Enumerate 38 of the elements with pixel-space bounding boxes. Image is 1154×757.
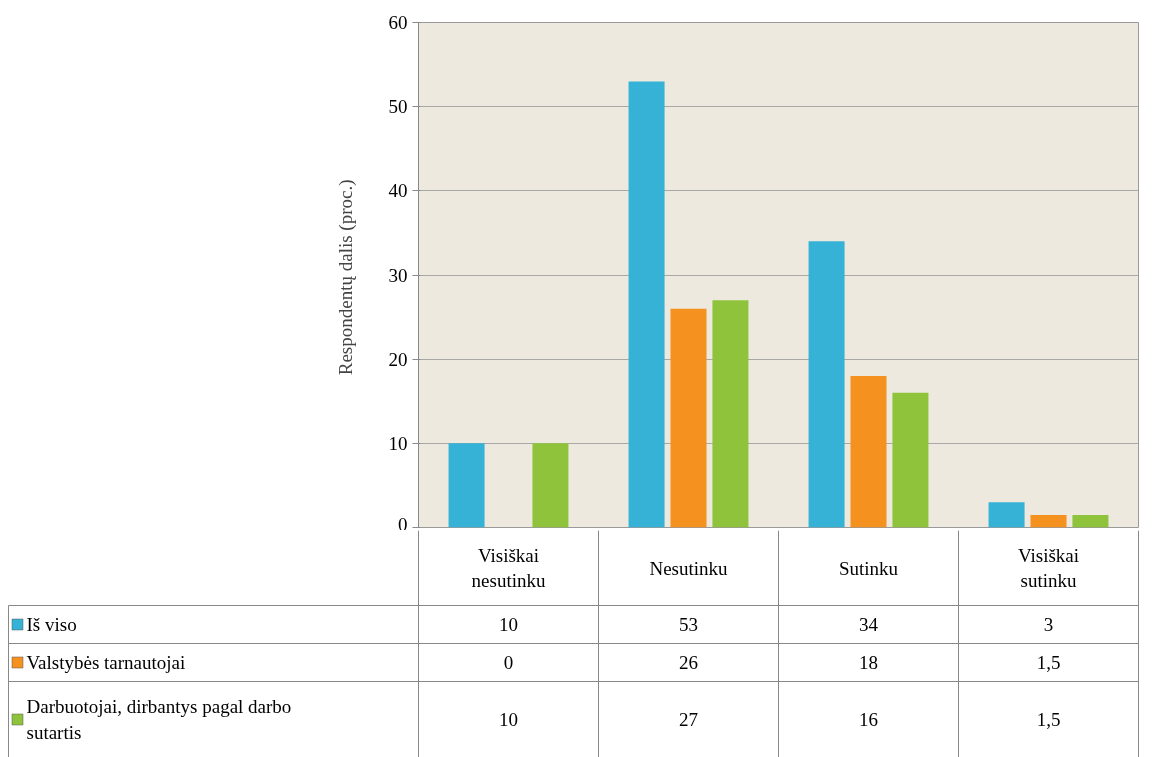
data-label: 34 bbox=[859, 614, 879, 635]
y-tick-label: 20 bbox=[388, 348, 408, 370]
bar bbox=[532, 443, 569, 528]
y-tick-label: 60 bbox=[388, 12, 408, 33]
y-tick-label: 50 bbox=[388, 96, 408, 118]
data-label: 1,5 bbox=[1036, 652, 1061, 673]
bar bbox=[628, 81, 665, 528]
legend-label: Valstybės tarnautojai bbox=[26, 652, 186, 673]
y-tick-label: 10 bbox=[388, 432, 408, 454]
data-label: 27 bbox=[679, 709, 698, 730]
bar bbox=[448, 443, 485, 528]
x-tick-label: Visiškai nesutinku bbox=[471, 544, 546, 592]
bar bbox=[892, 392, 929, 528]
y-axis-title: Respondentų dalis (proc.) bbox=[334, 179, 357, 376]
data-label: 53 bbox=[679, 614, 698, 635]
bar bbox=[712, 300, 749, 528]
bar bbox=[1072, 514, 1109, 528]
data-label: 1,5 bbox=[1036, 709, 1061, 730]
bar bbox=[988, 502, 1025, 528]
y-tick-label: 0 bbox=[398, 513, 408, 535]
x-tick-label: Visiškai sutinku bbox=[1017, 544, 1080, 592]
data-label: 10 bbox=[499, 709, 518, 730]
legend-label: Iš viso bbox=[26, 614, 77, 635]
y-tick-label: 30 bbox=[388, 264, 408, 286]
bar bbox=[1030, 514, 1067, 528]
bar bbox=[808, 241, 845, 528]
bar bbox=[670, 308, 707, 528]
data-label: 18 bbox=[859, 652, 878, 673]
data-label: 16 bbox=[859, 709, 878, 730]
x-tick-label: Nesutinku bbox=[649, 557, 729, 579]
data-label: 26 bbox=[679, 652, 698, 673]
data-label: 0 bbox=[503, 652, 514, 673]
y-tick-label: 40 bbox=[388, 180, 408, 202]
bar bbox=[850, 376, 887, 528]
data-label: 3 bbox=[1043, 614, 1054, 635]
legend-label: Darbuotojai, dirbantys pagal darbo sutartis bbox=[26, 696, 292, 743]
x-tick-label: Sutinku bbox=[838, 557, 899, 579]
data-label: 10 bbox=[499, 614, 518, 635]
